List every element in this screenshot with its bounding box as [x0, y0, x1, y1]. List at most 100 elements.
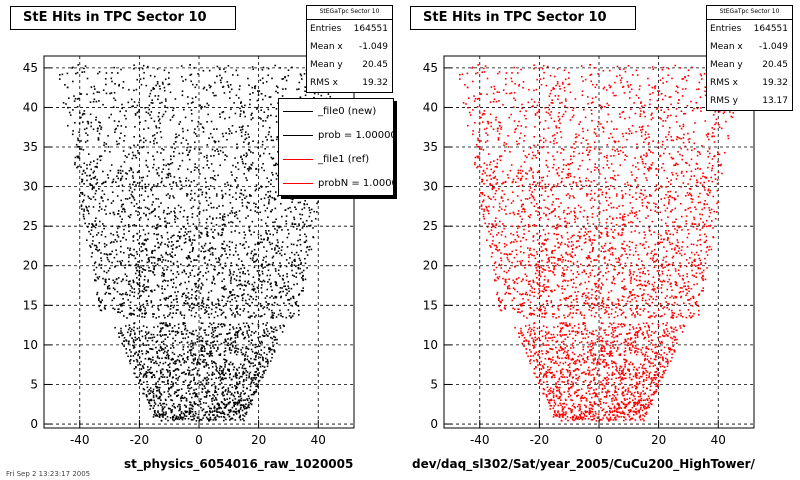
scatter-point — [643, 267, 646, 269]
scatter-point — [167, 83, 170, 86]
scatter-point — [209, 418, 212, 421]
scatter-point — [600, 419, 603, 421]
scatter-point — [147, 369, 149, 371]
scatter-point — [577, 323, 580, 326]
scatter-point — [145, 312, 147, 314]
scatter-point — [286, 275, 288, 278]
scatter-point — [266, 233, 268, 235]
scatter-point — [250, 342, 253, 344]
scatter-point — [239, 414, 242, 417]
scatter-point — [240, 101, 242, 103]
scatter-point — [186, 257, 189, 260]
scatter-point — [144, 183, 146, 186]
scatter-point — [676, 239, 679, 241]
scatter-point — [176, 330, 178, 333]
scatter-point — [641, 105, 643, 108]
scatter-point — [221, 146, 224, 149]
scatter-point — [163, 86, 166, 89]
scatter-point — [235, 225, 237, 227]
scatter-point — [93, 244, 96, 247]
scatter-point — [595, 312, 597, 314]
scatter-point — [139, 78, 142, 80]
scatter-point — [265, 255, 267, 258]
scatter-point — [515, 140, 518, 143]
scatter-point — [250, 167, 252, 170]
scatter-point — [570, 210, 572, 213]
scatter-point — [128, 256, 130, 259]
scatter-point — [200, 245, 203, 248]
scatter-point — [111, 191, 114, 193]
scatter-point — [154, 403, 157, 405]
scatter-point — [131, 291, 133, 293]
scatter-point — [153, 336, 156, 338]
scatter-point — [239, 363, 242, 366]
scatter-point — [85, 127, 88, 130]
scatter-point — [671, 256, 674, 259]
scatter-point — [241, 158, 243, 160]
scatter-point — [220, 323, 223, 325]
scatter-point — [179, 406, 181, 408]
scatter-point — [165, 252, 167, 255]
scatter-point — [236, 381, 238, 384]
scatter-point — [100, 264, 103, 266]
scatter-point — [205, 186, 207, 188]
scatter-point — [144, 190, 147, 192]
scatter-point — [253, 391, 255, 394]
scatter-point — [228, 132, 231, 135]
scatter-point — [117, 172, 120, 174]
scatter-point — [145, 159, 147, 162]
scatter-point — [212, 334, 214, 336]
scatter-point — [216, 402, 219, 405]
scatter-point — [213, 174, 216, 177]
scatter-point — [141, 290, 144, 292]
scatter-point — [259, 211, 261, 214]
scatter-point — [272, 221, 274, 224]
scatter-point — [257, 146, 259, 149]
scatter-point — [292, 297, 295, 300]
scatter-point — [187, 255, 190, 257]
scatter-point — [208, 413, 210, 416]
scatter-point — [170, 381, 173, 383]
scatter-point — [245, 137, 248, 140]
scatter-point — [210, 342, 212, 344]
scatter-point — [271, 341, 274, 344]
scatter-point — [180, 397, 182, 400]
scatter-point — [260, 315, 262, 318]
scatter-point — [630, 393, 632, 396]
stats-row: Mean x -1.049 — [307, 38, 392, 56]
scatter-point — [156, 142, 158, 144]
scatter-point — [273, 328, 275, 331]
scatter-point — [222, 323, 225, 325]
scatter-point — [122, 203, 124, 206]
scatter-point — [81, 71, 83, 73]
scatter-point — [237, 168, 240, 171]
scatter-point — [86, 167, 88, 170]
scatter-point — [279, 252, 281, 255]
scatter-point — [85, 205, 87, 208]
scatter-point — [167, 379, 169, 382]
scatter-point — [120, 330, 122, 332]
scatter-point — [135, 225, 138, 227]
scatter-point — [291, 66, 293, 69]
scatter-point — [239, 243, 242, 245]
scatter-point — [211, 403, 214, 405]
scatter-point — [262, 358, 264, 360]
scatter-point — [261, 140, 264, 143]
scatter-point — [92, 100, 95, 103]
scatter-point — [176, 395, 178, 397]
scatter-point — [100, 197, 103, 199]
scatter-point — [623, 358, 625, 361]
scatter-point — [169, 163, 172, 165]
scatter-point — [237, 392, 239, 394]
scatter-point — [228, 368, 230, 371]
scatter-point — [216, 65, 219, 68]
scatter-point — [97, 250, 99, 252]
scatter-point — [181, 90, 184, 92]
scatter-point — [254, 390, 256, 393]
scatter-point — [260, 198, 262, 200]
scatter-point — [213, 373, 216, 375]
scatter-point — [138, 271, 140, 273]
scatter-point — [192, 353, 195, 355]
scatter-point — [295, 265, 297, 268]
